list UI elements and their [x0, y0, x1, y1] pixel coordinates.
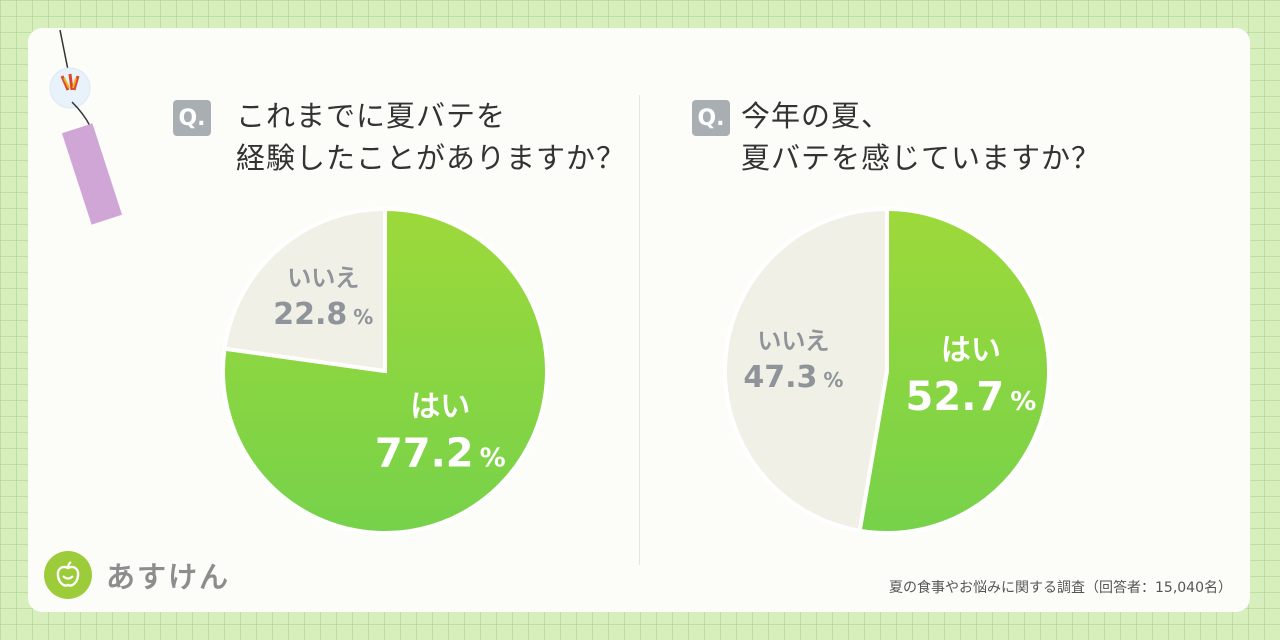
- slice-value-label: 47.3%: [743, 360, 843, 395]
- question-line: 今年の夏、: [741, 99, 892, 133]
- question-text: これまでに夏バテを 経験したことがありますか？: [236, 95, 626, 179]
- slice-label-yes: はい 77.2%: [375, 390, 506, 477]
- pie-slice-no: [222, 206, 387, 374]
- slice-label-no: いいえ 47.3%: [743, 327, 843, 395]
- brand-name: あすけん: [106, 560, 231, 594]
- slice-value-label: 52.7%: [906, 374, 1037, 420]
- pie-chart-this-year: はい 52.7 % いいえ 47.3%: [723, 206, 1051, 535]
- slice-label-yes: はい 52.7%: [906, 333, 1037, 420]
- survey-footnote: 夏の食事やお悩みに関する調査（回答者：15,040名）: [889, 580, 1232, 596]
- column-divider: [639, 95, 640, 565]
- slice-category-label: いいえ: [287, 264, 359, 292]
- question-line: 夏バテを感じていますか？: [741, 141, 1102, 175]
- pie-slice-yes: [857, 206, 1051, 535]
- slice-value-label: 22.8%: [273, 297, 373, 332]
- slice-value-label: 77.2%: [375, 431, 506, 477]
- question-text: 今年の夏、 夏バテを感じていますか？: [741, 95, 1101, 179]
- question-badge: Q.: [173, 100, 211, 136]
- slice-category-label: はい: [410, 390, 470, 425]
- pie-slice-no: [723, 206, 889, 533]
- slice-label-no: いいえ 22.8%: [273, 264, 373, 332]
- apple-logo-icon: [44, 551, 92, 599]
- brand: あすけん: [44, 550, 230, 600]
- wind-chime-icon: [49, 30, 123, 225]
- question-line: 経験したことがありますか？: [236, 141, 627, 175]
- question-line: これまでに夏バテを: [236, 99, 507, 133]
- question-badge: Q.: [692, 100, 730, 136]
- pie-slice-yes: [221, 206, 549, 535]
- slice-category-label: はい: [941, 333, 1001, 368]
- pie-chart-past-experience: はい 77.2 % いいえ 22.8%: [221, 206, 549, 535]
- slice-category-label: いいえ: [757, 327, 829, 355]
